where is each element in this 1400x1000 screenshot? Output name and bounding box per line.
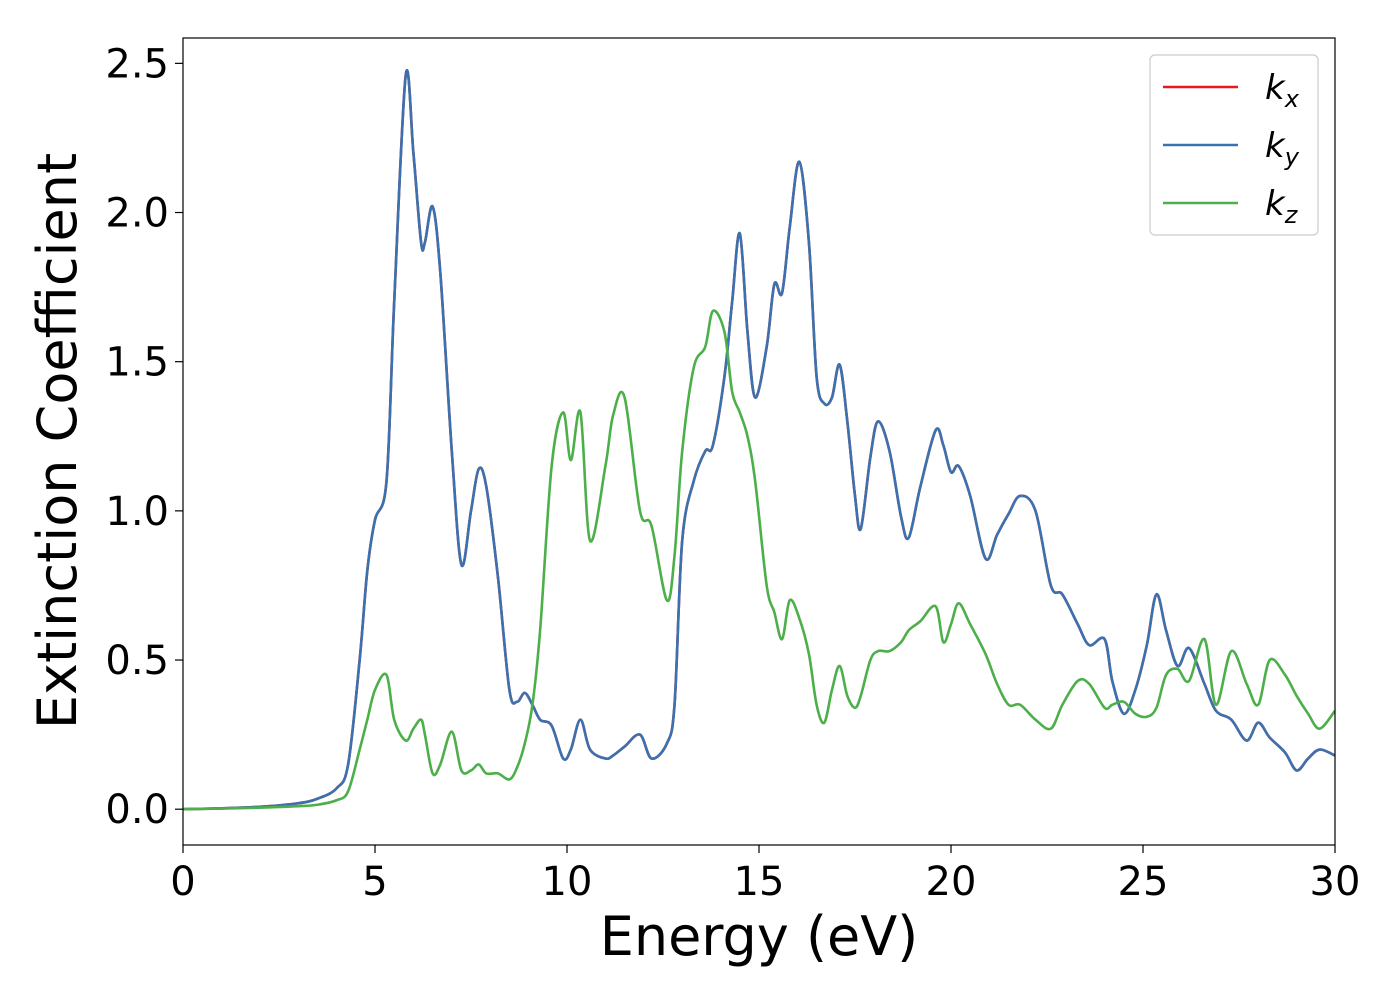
y-tick-label: 2.0 <box>105 191 169 237</box>
legend-label: kz <box>1265 184 1299 229</box>
y-tick-label: 0.0 <box>105 787 169 833</box>
y-tick-label: 1.0 <box>105 489 169 535</box>
x-axis-label: Energy (eV) <box>600 905 919 968</box>
x-tick-label: 25 <box>1118 859 1169 905</box>
x-tick-label: 15 <box>734 859 785 905</box>
x-tick-label: 20 <box>926 859 977 905</box>
legend-label: ky <box>1265 126 1300 171</box>
series-line <box>183 309 1335 811</box>
y-tick-label: 2.5 <box>105 41 169 87</box>
series-line <box>183 69 1335 811</box>
x-tick-label: 10 <box>542 859 593 905</box>
x-tick-label: 0 <box>170 859 195 905</box>
plot-frame <box>182 37 1336 846</box>
x-tick-label: 30 <box>1310 859 1361 905</box>
y-tick-label: 1.5 <box>105 340 169 386</box>
legend-label: kx <box>1265 68 1300 113</box>
y-tick-label: 0.5 <box>105 638 169 684</box>
y-axis-label: Extinction Coefficient <box>26 153 89 729</box>
x-tick-label: 5 <box>362 859 387 905</box>
